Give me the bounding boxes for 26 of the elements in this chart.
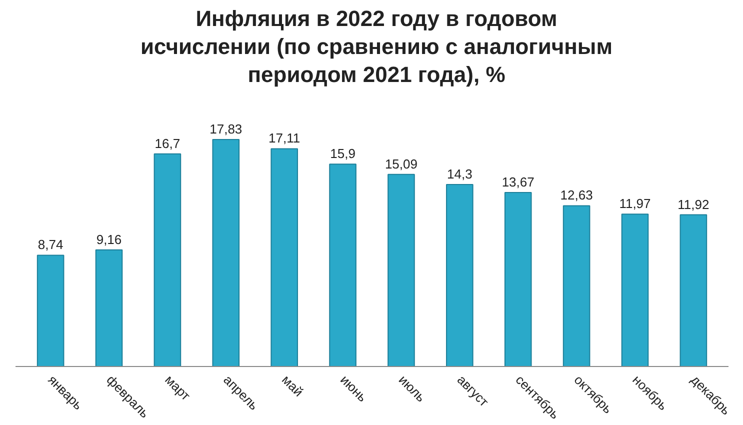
data-label: 15,09	[384, 156, 418, 172]
data-label: 12,63	[560, 188, 593, 203]
bar	[270, 148, 298, 366]
bar	[154, 153, 182, 366]
bar	[212, 139, 240, 366]
data-label: 15,9	[330, 146, 356, 162]
bar	[504, 192, 532, 366]
data-label: 17,83	[210, 122, 242, 137]
bar	[388, 174, 415, 366]
bar	[680, 214, 708, 366]
bar	[621, 214, 649, 366]
data-label: 11,97	[619, 196, 651, 212]
data-label: 17,11	[268, 130, 300, 146]
bar	[562, 205, 590, 366]
data-label: 16,7	[154, 136, 180, 151]
bar	[329, 164, 356, 366]
data-label: 8,74	[38, 237, 64, 252]
data-label: 11,92	[678, 196, 710, 212]
bar	[95, 249, 123, 366]
data-label: 14,3	[447, 166, 472, 182]
data-label: 13,67	[502, 174, 534, 190]
bar	[36, 254, 64, 366]
x-tick-label: май	[279, 372, 306, 400]
chart-title: Инфляция в 2022 году в годовом исчислении (по сравнению с аналогичным периодом 2021 года), %	[140, 5, 612, 89]
bar	[446, 184, 474, 366]
data-label: 9,16	[96, 232, 122, 247]
